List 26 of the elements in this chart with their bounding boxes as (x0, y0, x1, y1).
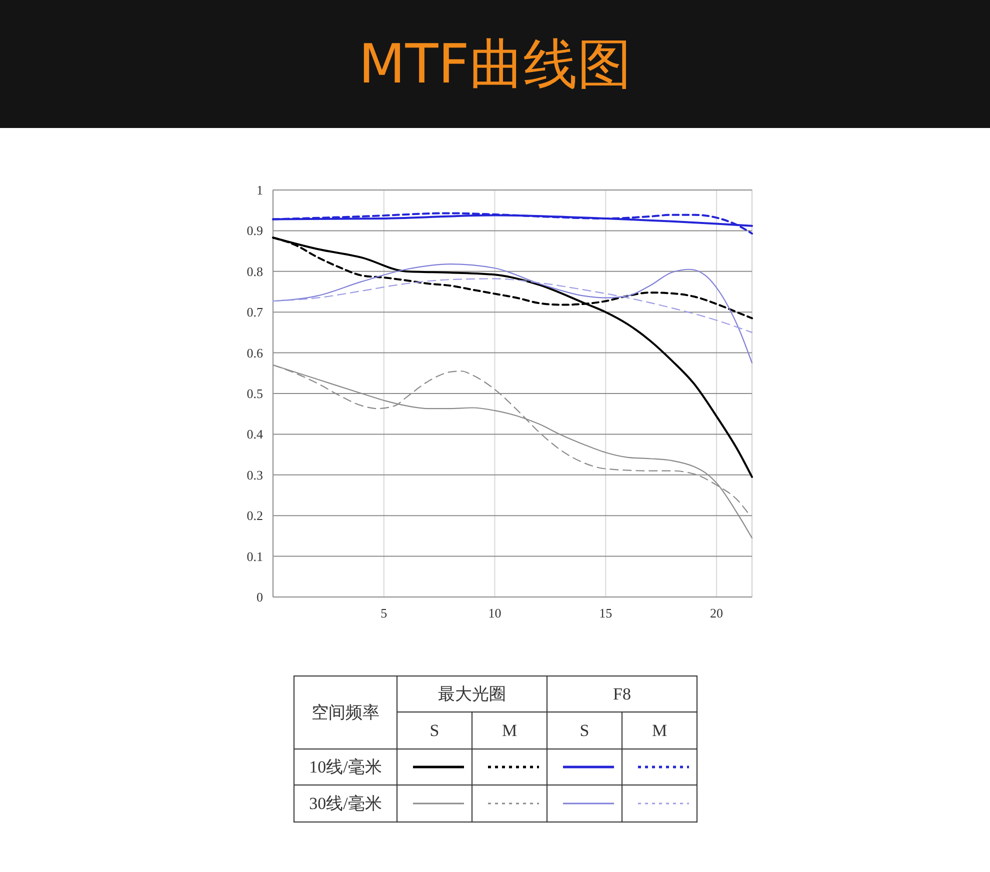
x-tick-label: 20 (710, 606, 724, 620)
y-tick-label: 0.8 (246, 264, 263, 279)
y-tick-label: 0.9 (246, 223, 263, 238)
text: S (430, 721, 440, 740)
y-tick-label: 1 (256, 182, 263, 198)
y-tick-label: 0.4 (246, 426, 264, 442)
y-tick-label: 0.2 (246, 508, 263, 524)
x-tick-label: 15 (599, 606, 612, 620)
y-tick-label: 0.1 (246, 548, 263, 564)
chart-title: MTF曲线图 (358, 32, 632, 96)
x-tick-label: 5 (380, 606, 388, 620)
text: S (580, 721, 590, 740)
line-series (272, 278, 753, 333)
y-tick-label: 0.3 (246, 467, 263, 482)
x-tick-label: 10 (488, 606, 502, 620)
y-tick-label: 0.7 (246, 304, 264, 320)
y-tick-label: 0.6 (246, 345, 264, 360)
text: M (652, 721, 668, 740)
text: 空间频率 (312, 703, 380, 722)
text: F8 (613, 684, 631, 704)
y-tick-label: 0 (256, 590, 263, 604)
text: M (502, 721, 518, 740)
text: 最大光圈 (438, 684, 506, 704)
text: 10线/毫米 (309, 758, 382, 776)
y-tick-label: 0.5 (246, 386, 263, 401)
text: 30线/毫米 (309, 794, 382, 813)
